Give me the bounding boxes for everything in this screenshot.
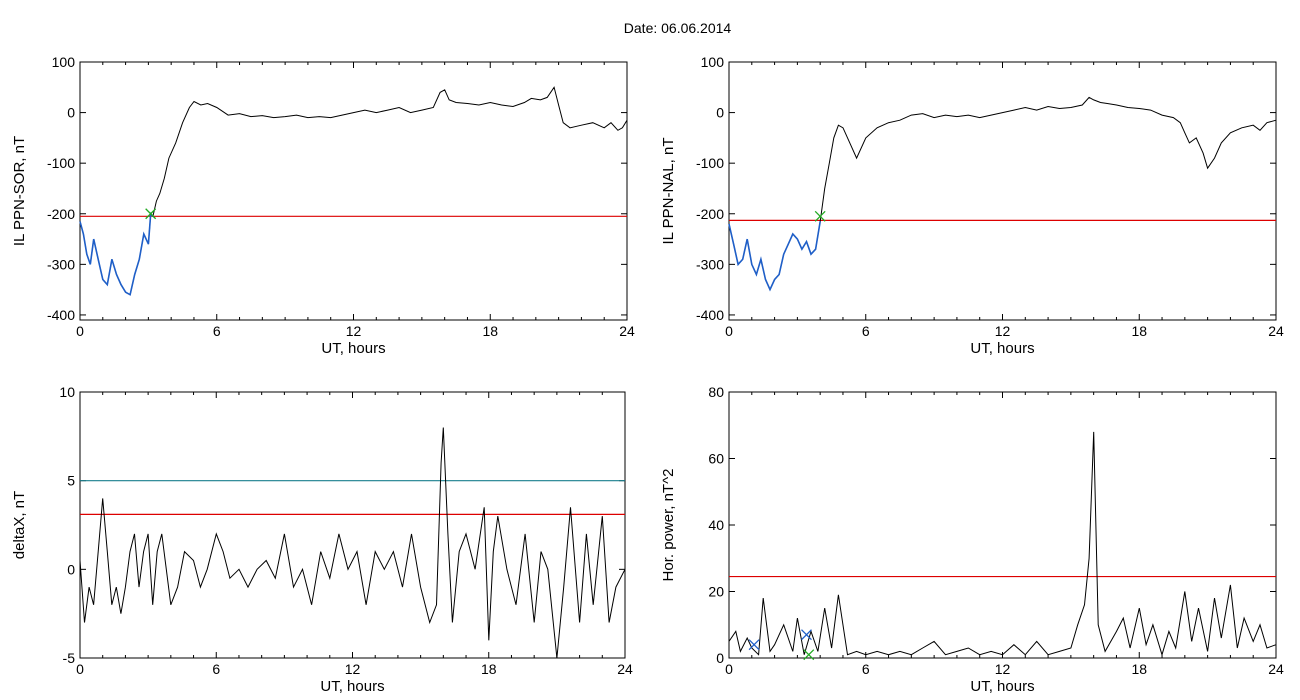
plot-frame (79, 391, 626, 659)
y-tick-label: -300 (696, 256, 724, 272)
x-tick-label: 6 (862, 661, 870, 677)
x-tick-label: 12 (346, 323, 362, 339)
marker-green-x (803, 649, 815, 661)
x-tick-label: 12 (345, 661, 361, 677)
x-axis-label: UT, hours (970, 340, 1034, 357)
y-tick-label: 5 (67, 473, 75, 489)
x-axis-label: UT, hours (320, 678, 384, 695)
plot-frame (728, 391, 1277, 659)
x-tick-label: 24 (1268, 323, 1284, 339)
x-tick-label: 12 (995, 323, 1011, 339)
x-axis-label: UT, hours (970, 678, 1034, 695)
y-tick-label: -400 (696, 307, 724, 323)
y-tick-label: 0 (716, 105, 724, 121)
x-tick-label: 0 (725, 661, 733, 677)
y-axis-label: IL PPN-SOR, nT (11, 136, 28, 246)
x-tick-label: 12 (995, 661, 1011, 677)
marker-stroke (748, 639, 760, 651)
y-tick-label: 60 (708, 451, 724, 467)
x-tick-label: 18 (482, 323, 498, 339)
y-tick-label: 10 (59, 384, 75, 400)
x-tick-label: 6 (862, 323, 870, 339)
panel-top-right: 0 6 12 18 24 100 0 -100 -200 -300 -400 UT, hours IL … (660, 54, 1284, 357)
plot-frame (728, 61, 1277, 321)
marker-stroke (803, 649, 815, 661)
y-axis-label: Hor. power, nT^2 (660, 469, 677, 582)
y-tick-label: 0 (716, 650, 724, 666)
x-tick-label: 0 (76, 661, 84, 677)
y-tick-label: -400 (47, 307, 75, 323)
y-tick-label: 80 (708, 384, 724, 400)
series-line (79, 86, 628, 296)
x-tick-label: 24 (619, 323, 635, 339)
y-tick-label: 100 (701, 54, 725, 70)
y-axis-label: IL PPN-NAL, nT (660, 138, 677, 245)
marker-stroke (145, 208, 157, 220)
x-tick-label: 0 (725, 323, 733, 339)
y-tick-label: -200 (47, 206, 75, 222)
y-tick-label: -300 (47, 256, 75, 272)
marker-blue-x (801, 629, 812, 641)
x-tick-label: 6 (213, 323, 221, 339)
panel-bottom-right: 0 6 12 18 24 80 60 40 20 0 UT, hours Hor. power, nT… (660, 384, 1284, 695)
y-tick-label: -200 (696, 206, 724, 222)
highlight-segment (728, 221, 821, 292)
y-tick-label: -5 (63, 650, 76, 666)
marker-blue-x (748, 639, 760, 651)
x-tick-label: 18 (481, 661, 497, 677)
y-tick-label: 0 (67, 105, 75, 121)
x-tick-label: 6 (212, 661, 220, 677)
page-title: Date: 06.06.2014 (623, 20, 732, 36)
y-tick-label: 20 (708, 584, 724, 600)
series-line (79, 427, 626, 659)
plot-frame (79, 61, 628, 321)
x-tick-label: 18 (1131, 323, 1147, 339)
series-line (728, 431, 1277, 657)
x-tick-label: 18 (1131, 661, 1147, 677)
series-line (728, 96, 1277, 291)
y-tick-label: -100 (47, 155, 75, 171)
marker-green-x (814, 210, 826, 222)
x-tick-label: 24 (617, 661, 633, 677)
marker-stroke (814, 210, 826, 222)
y-tick-label: -100 (696, 155, 724, 171)
marker-stroke (801, 629, 812, 641)
y-tick-label: 100 (52, 54, 76, 70)
x-tick-label: 24 (1268, 661, 1284, 677)
panel-top-left: 0 6 12 18 24 100 0 -100 -200 -300 -400 UT, hours IL … (11, 54, 635, 357)
y-tick-label: 40 (708, 517, 724, 533)
marker-green-x (145, 208, 157, 220)
x-axis-label: UT, hours (321, 340, 385, 357)
y-tick-label: 0 (67, 561, 75, 577)
y-axis-label: deltaX, nT (11, 491, 28, 559)
highlight-segment (79, 211, 154, 296)
x-tick-label: 0 (76, 323, 84, 339)
